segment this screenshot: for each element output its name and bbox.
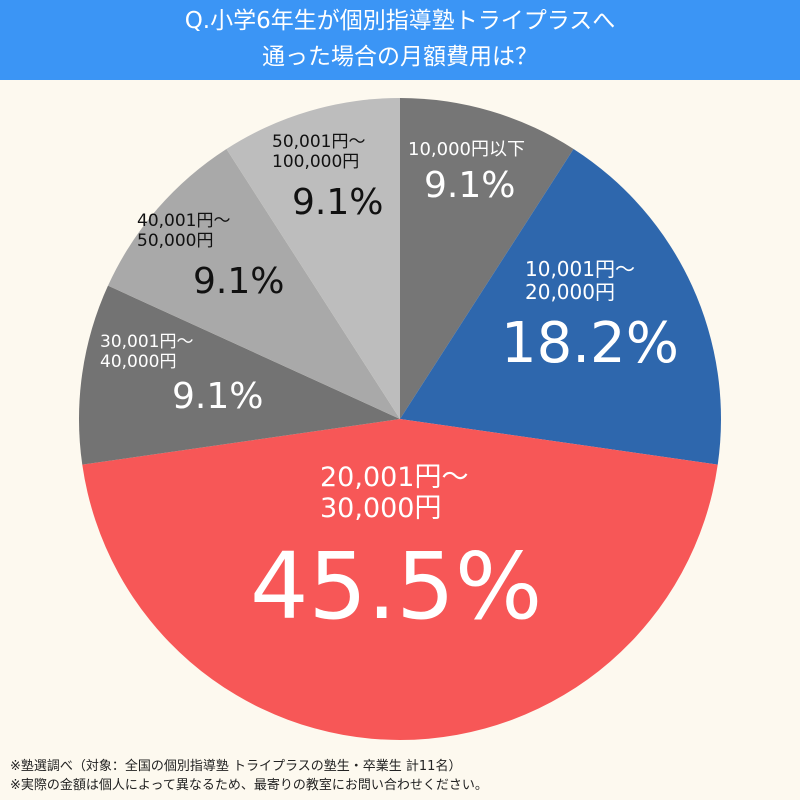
slice-range: 50,000円 [137,230,214,251]
slice-range: 30,001円〜 [100,332,194,352]
pie-slice-4 [108,148,400,419]
slice-range: 50,001円〜 [272,132,366,152]
slice-range: 20,000円 [525,280,615,304]
slice-percent: 18.2% [501,311,679,376]
slice-range: 20,001円〜 [320,462,469,493]
slice-percent: 9.1% [193,261,285,303]
slice-percent: 9.1% [424,164,516,206]
slice-range: 100,000円 [272,151,360,172]
slice-label-3: 30,001円〜 40,000円 9.1% [100,332,264,418]
pie-slice-1 [400,148,721,465]
slice-percent: 9.1% [172,376,264,418]
slice-range: 40,000円 [100,351,177,372]
slice-label-2: 20,001円〜 30,000円 45.5% [250,462,542,640]
slice-label-0: 10,000円以下 9.1% [408,139,525,206]
slice-range: 10,001円〜 [525,257,635,281]
slice-percent: 9.1% [292,182,384,224]
pie-slice-3 [79,285,401,465]
pie-slice-2 [82,419,718,740]
slice-range: 30,000円 [320,493,442,525]
slice-range: 10,000円以下 [408,139,525,160]
chart-title-banner: Q.小学6年生が個別指導塾トライプラスへ 通った場合の月額費用は？ [0,0,800,80]
slice-label-4: 40,001円〜 50,000円 9.1% [137,211,285,303]
pie-slice-5 [226,98,400,419]
footnotes: ※塾選調べ（対象：全国の個別指導塾 トライプラスの塾生・卒業生 計11名） ※実… [10,757,488,795]
slice-percent: 45.5% [250,533,543,641]
chart-title-line1: Q.小学6年生が個別指導塾トライプラスへ [184,8,616,34]
slice-range: 40,001円〜 [137,211,231,231]
slice-label-5: 50,001円〜 100,000円 9.1% [272,132,384,224]
footnote-disclaimer: ※実際の金額は個人によって異なるため、最寄りの教室にお問い合わせください。 [10,778,488,793]
footnote-source: ※塾選調べ（対象：全国の個別指導塾 トライプラスの塾生・卒業生 計11名） [10,759,462,774]
slice-label-1: 10,001円〜 20,000円 18.2% [501,257,679,376]
chart-title-line2: 通った場合の月額費用は？ [262,44,538,70]
pie-slice-0 [400,98,574,419]
